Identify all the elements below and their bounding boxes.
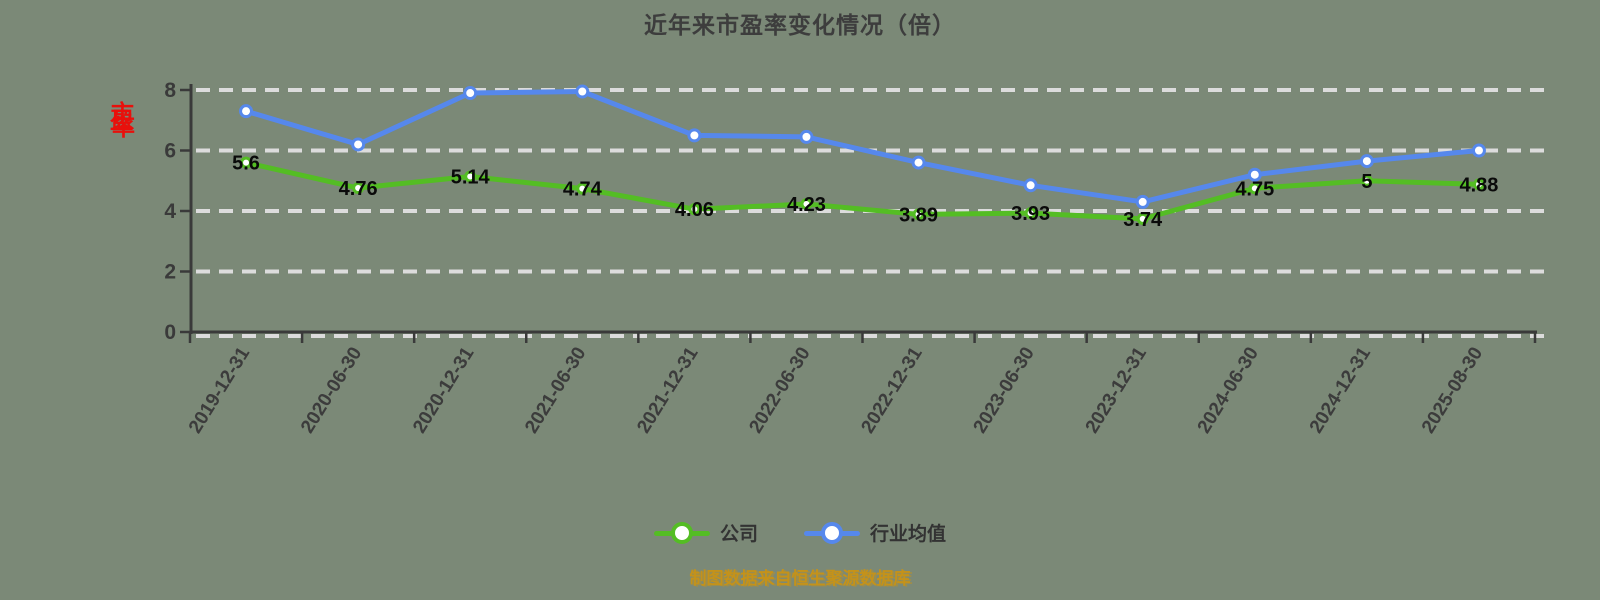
x-axis-tick-label: 2024-06-30 <box>1194 344 1263 438</box>
series-line-行业均值 <box>243 89 1482 205</box>
data-point-label: 4.88 <box>1459 174 1498 196</box>
x-axis-tick-label: 2024-12-31 <box>1306 343 1376 437</box>
y-axis-unit-stamp: 市 盈 率 <box>110 102 142 144</box>
data-point-marker <box>1359 154 1374 169</box>
data-point-label: 3.74 <box>1123 209 1163 231</box>
data-point-marker <box>1247 167 1262 182</box>
x-axis-tick-label: 2020-12-31 <box>409 343 479 437</box>
data-point-marker <box>240 156 253 169</box>
data-point-marker <box>239 104 254 119</box>
data-point-marker <box>1023 178 1038 193</box>
data-point-marker <box>1472 178 1485 191</box>
data-point-marker <box>1135 194 1150 209</box>
legend-label-industry: 行业均值 <box>870 524 947 545</box>
data-point-label: 3.93 <box>1011 203 1050 225</box>
y-axis-tick-label: 0 <box>164 321 176 344</box>
legend-item-company[interactable]: 公司 <box>653 519 758 546</box>
chart-title: 近年来市盈率变化情况（倍） <box>644 12 956 38</box>
y-axis-tick-label: 4 <box>164 200 176 223</box>
data-point-marker <box>688 203 701 216</box>
data-point-marker <box>911 155 926 170</box>
x-axis-tick-label: 2022-12-31 <box>857 343 927 437</box>
data-point-marker <box>1471 143 1486 158</box>
stamp-char: 盈 <box>110 107 133 133</box>
data-point-marker <box>352 182 365 195</box>
y-axis-tick-label: 2 <box>164 261 176 284</box>
legend-label-company: 公司 <box>719 524 758 545</box>
y-axis-tick-label: 8 <box>164 79 176 102</box>
data-point-marker <box>575 84 590 99</box>
data-point-label: 5 <box>1361 171 1372 193</box>
stamp-char: 市 <box>111 100 134 126</box>
data-point-marker <box>1248 182 1261 195</box>
data-point-marker <box>463 86 478 101</box>
data-point-label: 3.89 <box>899 204 938 226</box>
data-source-note: 制图数据来自恒生聚源数据库 <box>689 569 911 588</box>
data-point-label: 4.06 <box>675 199 714 221</box>
x-axis-tick-label: 2020-06-30 <box>297 344 366 438</box>
data-point-marker <box>464 170 477 183</box>
data-point-marker <box>800 198 813 211</box>
x-axis-tick-label: 2022-06-30 <box>745 344 814 438</box>
data-point-label: 5.6 <box>232 153 260 175</box>
stamp-char: 率 <box>112 114 135 140</box>
legend-item-industry[interactable]: 行业均值 <box>804 519 946 546</box>
x-axis-tick-label: 2023-12-31 <box>1082 343 1152 437</box>
data-point-marker <box>799 129 814 144</box>
data-point-label: 4.76 <box>339 178 378 200</box>
data-point-marker <box>1136 212 1149 225</box>
industry-series-icon <box>804 521 860 545</box>
data-point-marker <box>687 128 702 143</box>
x-axis-tick-label: 2021-06-30 <box>521 344 590 438</box>
data-point-marker <box>912 208 925 221</box>
y-axis-tick-label: 6 <box>164 140 176 163</box>
data-point-marker <box>576 182 589 195</box>
data-point-marker <box>1360 174 1373 187</box>
data-point-label: 4.74 <box>563 179 603 201</box>
data-point-marker <box>1024 207 1037 220</box>
chart-legend: 公司 行业均值 <box>0 519 1600 546</box>
x-axis-tick-label: 2021-12-31 <box>633 343 703 437</box>
x-axis-tick-label: 2023-06-30 <box>970 344 1039 438</box>
data-point-label: 4.75 <box>1235 178 1274 200</box>
data-point-label: 5.14 <box>451 167 491 189</box>
x-axis-tick-label: 2019-12-31 <box>185 343 255 437</box>
series-line-公司 <box>243 160 1482 222</box>
company-series-icon <box>653 521 710 545</box>
data-point-marker <box>351 137 366 152</box>
data-point-label: 4.23 <box>787 194 826 216</box>
x-axis-tick-label: 2025-08-30 <box>1418 344 1487 438</box>
